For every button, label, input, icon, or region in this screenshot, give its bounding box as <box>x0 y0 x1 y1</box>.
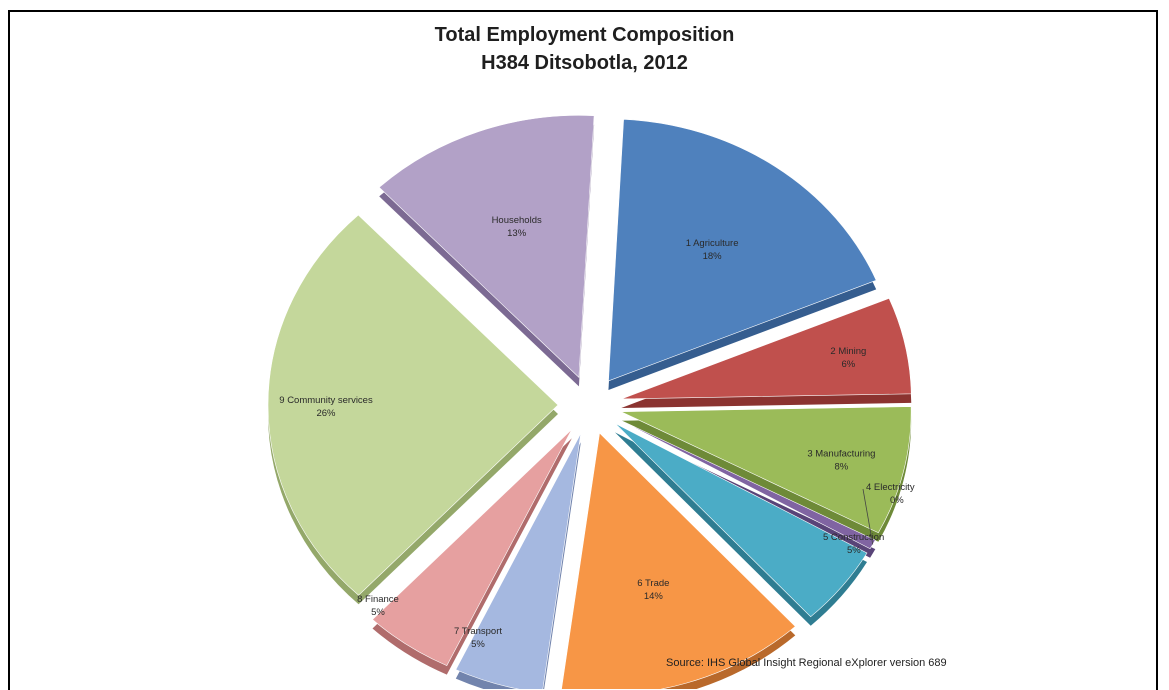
pie-slice-1-agriculture <box>608 118 877 382</box>
data-label-6-trade: 6 Trade 14% <box>637 578 669 602</box>
data-label-3-manufacturing: 3 Manufacturing 8% <box>807 448 875 472</box>
data-label-5-construction: 5 Construction 5% <box>823 532 884 556</box>
pie-slice-households <box>378 115 595 379</box>
source-note: Source: IHS Global Insight Regional eXpl… <box>666 657 947 669</box>
pie-slice-8-finance <box>372 429 573 667</box>
leader-line-4-electricity <box>862 488 874 545</box>
data-label-1-agriculture: 1 Agriculture 18% <box>686 238 739 262</box>
pie-slice-6-trade <box>561 432 796 689</box>
chart-subtitle: H384 Ditsobotla, 2012 <box>481 52 688 74</box>
data-label-8-finance: 8 Finance 5% <box>357 594 399 618</box>
data-label-9-community-services: 9 Community services 26% <box>279 395 373 419</box>
chart-title: Total Employment Composition <box>434 24 735 46</box>
pie-slice-2-mining <box>621 297 912 400</box>
pie-slice-7-transport <box>455 433 582 689</box>
pie-slice-5-construction <box>614 423 868 618</box>
data-label-4-electricity: 4 Electricity 0% <box>866 482 915 506</box>
pie-slice-3-manufacturing <box>621 406 912 534</box>
data-label-2-mining: 2 Mining 6% <box>830 346 866 370</box>
pie-slice-9-community-services <box>267 214 559 596</box>
data-label-households: Households 13% <box>492 215 542 239</box>
data-label-7-transport: 7 Transport 5% <box>454 626 502 650</box>
